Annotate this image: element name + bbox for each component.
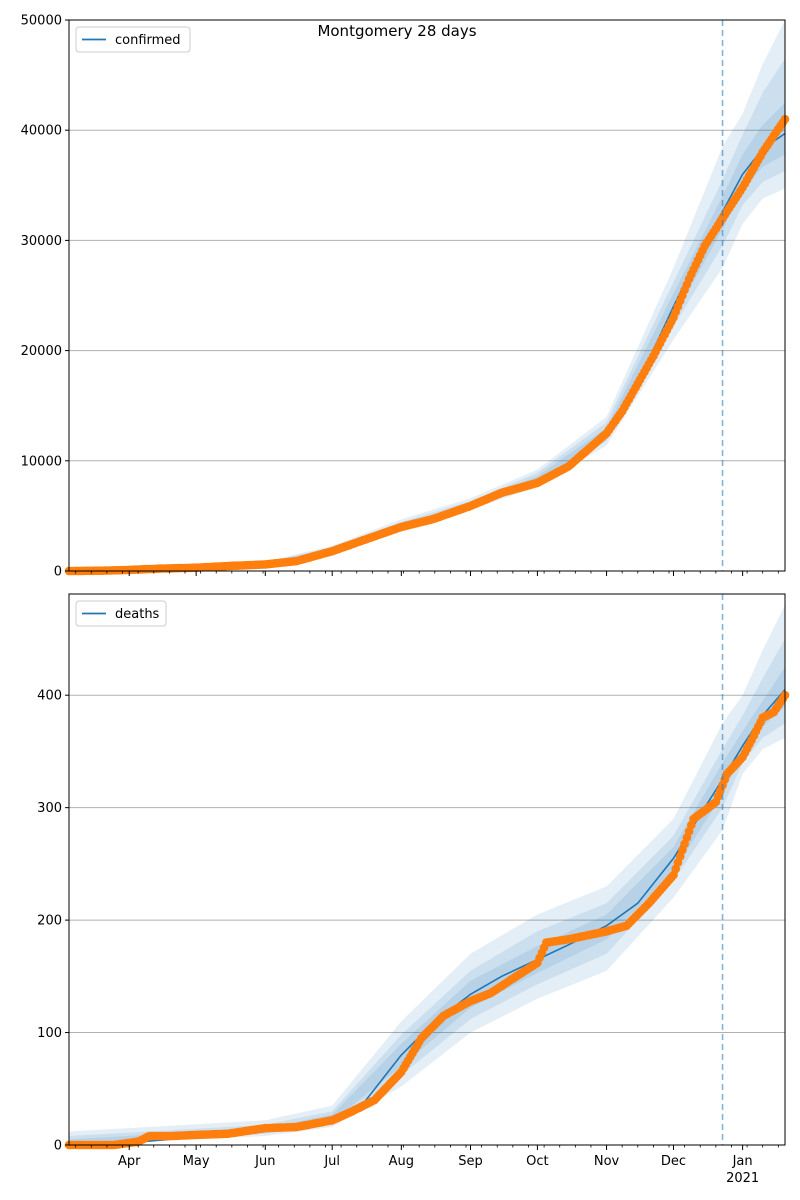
figure-title: Montgomery 28 days	[317, 22, 476, 40]
xtick-year-label: 2021	[726, 1171, 759, 1186]
ytick-label-2: 20000	[21, 344, 62, 359]
xtick-label-8: Dec	[661, 1154, 686, 1169]
xtick-label-0: Apr	[118, 1154, 141, 1169]
ytick-label-3: 30000	[21, 234, 62, 249]
xtick-label-1: May	[183, 1154, 210, 1169]
observed-points	[64, 690, 790, 1150]
legend: deaths	[75, 600, 167, 627]
uncertainty-band-1	[69, 639, 785, 1145]
xtick-label-7: Nov	[594, 1154, 620, 1169]
legend-box	[75, 600, 167, 627]
xtick-label-2: Jun	[254, 1154, 275, 1169]
xtick-label-4: Aug	[389, 1154, 414, 1169]
ytick-label-0: 0	[54, 1139, 62, 1154]
confirmed-panel: 0 10000 20000 30000 40000 50000 confirmed	[21, 14, 790, 580]
legend-label: deaths	[115, 607, 160, 622]
ytick-label-4: 400	[37, 689, 62, 704]
axes-frame	[68, 19, 786, 572]
legend-box	[75, 26, 191, 53]
legend: confirmed	[75, 26, 191, 53]
observed-points	[64, 114, 790, 576]
ytick-label-1: 10000	[21, 454, 62, 469]
xtick-label-3: Jul	[323, 1154, 340, 1169]
axes-frame	[68, 593, 786, 1146]
ytick-label-3: 300	[37, 801, 62, 816]
xtick-label-9: Jan	[732, 1154, 753, 1169]
deaths-panel: 0 100 200 300 400 Apr May Jun Jul Aug Sep Oct Nov Dec…	[37, 593, 790, 1186]
xtick-label-5: Sep	[458, 1154, 483, 1169]
ytick-label-5: 50000	[21, 14, 62, 29]
xtick-label-6: Oct	[526, 1154, 548, 1169]
ytick-label-2: 200	[37, 914, 62, 929]
ytick-label-0: 0	[54, 565, 62, 580]
ytick-label-4: 40000	[21, 124, 62, 139]
ytick-label-1: 100	[37, 1026, 62, 1041]
legend-label: confirmed	[115, 33, 181, 48]
